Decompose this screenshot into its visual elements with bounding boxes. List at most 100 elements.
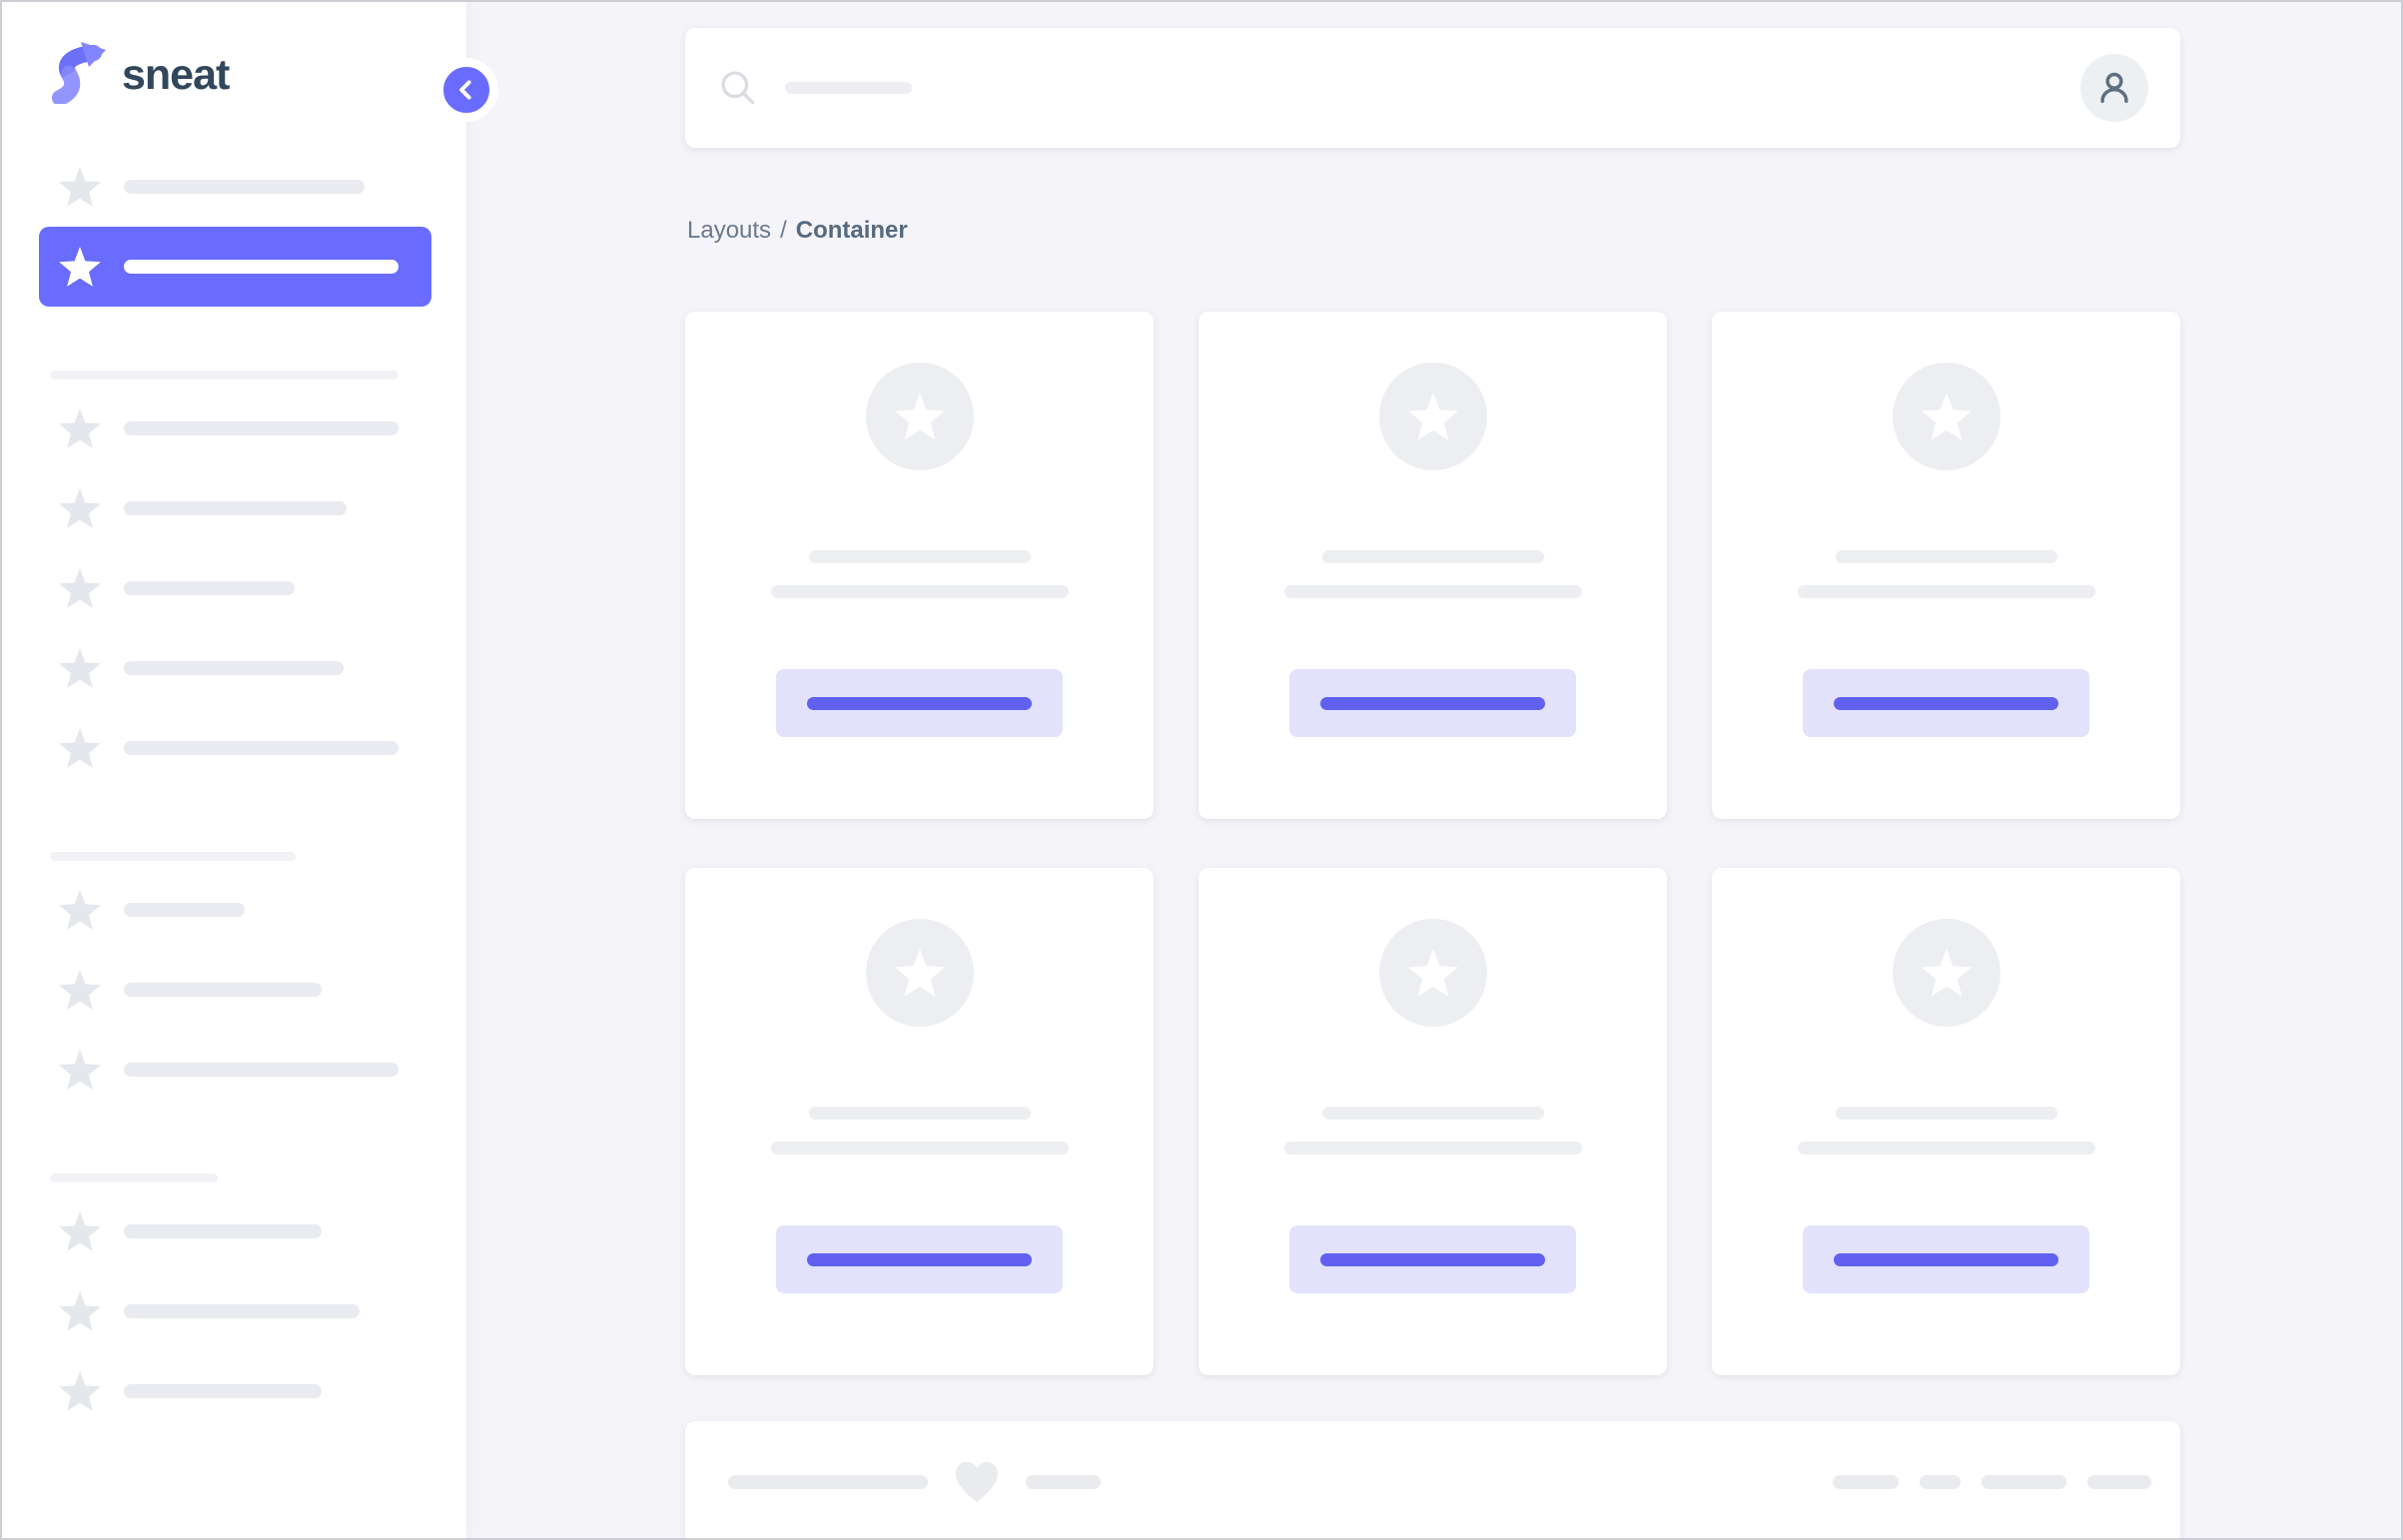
skeleton-bar: [124, 741, 399, 755]
star-icon: [59, 488, 101, 528]
skeleton-bar: [728, 1475, 928, 1489]
sidebar-collapse-button[interactable]: [434, 58, 498, 122]
sidebar-item[interactable]: [39, 1191, 431, 1271]
card: [685, 868, 1154, 1375]
search-icon: [717, 67, 759, 109]
skeleton-bar: [124, 1304, 360, 1318]
star-icon: [894, 392, 945, 440]
card-action-button[interactable]: [1289, 1225, 1576, 1293]
card-action-button[interactable]: [776, 669, 1063, 737]
breadcrumb-item-layouts[interactable]: Layouts: [687, 217, 772, 244]
star-icon: [1921, 392, 1972, 440]
user-avatar-button[interactable]: [2080, 54, 2148, 122]
skeleton-bar: [124, 260, 399, 274]
footer-card-content: [728, 1459, 2151, 1505]
star-icon: [59, 1371, 101, 1411]
sidebar-section-divider: [50, 1173, 218, 1182]
heart-icon: [954, 1460, 1000, 1504]
star-badge: [1892, 363, 2001, 470]
card: [1712, 868, 2180, 1375]
star-icon: [59, 1211, 101, 1251]
skeleton-dash: [1920, 1475, 1961, 1489]
skeleton-line: [808, 550, 1031, 563]
star-icon: [59, 408, 101, 448]
star-badge: [1892, 919, 2001, 1027]
sidebar-item[interactable]: [39, 1351, 431, 1431]
card: [685, 312, 1154, 819]
sidebar-item-active[interactable]: [39, 227, 431, 307]
skeleton-bar: [124, 903, 245, 917]
skeleton-line: [1797, 585, 2095, 598]
star-icon: [59, 247, 101, 287]
skeleton-dash: [1833, 1475, 1899, 1489]
card-action-button[interactable]: [1803, 669, 2089, 737]
skeleton-bar: [124, 1224, 322, 1238]
app-logo[interactable]: sneat: [48, 42, 230, 109]
sidebar-item[interactable]: [39, 1271, 431, 1351]
skeleton-line: [1321, 1107, 1544, 1120]
star-icon: [59, 648, 101, 688]
sneat-logo-icon: [48, 42, 106, 109]
breadcrumb-item-container: Container: [795, 217, 908, 244]
button-skeleton-bar: [807, 1252, 1032, 1266]
skeleton-bar: [124, 983, 322, 997]
skeleton-line: [1283, 1142, 1582, 1155]
card: [1199, 312, 1667, 819]
card: [1199, 868, 1667, 1375]
star-badge: [865, 363, 974, 470]
skeleton-bar: [1026, 1475, 1101, 1489]
breadcrumb-separator: /: [780, 217, 787, 244]
star-icon: [59, 167, 101, 207]
sidebar-item[interactable]: [39, 388, 431, 468]
skeleton-bar: [124, 1384, 322, 1398]
sidebar-item[interactable]: [39, 147, 431, 227]
skeleton-dash: [2087, 1475, 2151, 1489]
sidebar-item[interactable]: [39, 628, 431, 708]
star-icon: [59, 1291, 101, 1331]
star-badge: [865, 919, 974, 1027]
search-bar[interactable]: [685, 28, 2180, 148]
skeleton-line: [1835, 1107, 2057, 1120]
skeleton-line: [1797, 1142, 2095, 1155]
search-input-placeholder: [785, 82, 912, 94]
footer-dash-group: [1833, 1475, 2151, 1489]
sidebar-item[interactable]: [39, 708, 431, 788]
star-badge: [1378, 919, 1487, 1027]
star-badge: [1378, 363, 1487, 470]
button-skeleton-bar: [1320, 696, 1545, 710]
skeleton-line: [1283, 585, 1582, 598]
star-icon: [59, 890, 101, 930]
sidebar-item[interactable]: [39, 468, 431, 548]
skeleton-bar: [124, 180, 365, 194]
sidebar-item[interactable]: [39, 870, 431, 950]
skeleton-line: [770, 585, 1069, 598]
card-action-button[interactable]: [1289, 669, 1576, 737]
button-skeleton-bar: [1834, 1252, 2058, 1266]
star-icon: [59, 1050, 101, 1090]
skeleton-line: [1835, 550, 2057, 563]
card: [1712, 312, 2180, 819]
footer-card: [685, 1421, 2180, 1538]
user-icon: [2093, 67, 2135, 109]
star-icon: [59, 970, 101, 1010]
star-icon: [59, 568, 101, 608]
sidebar-menu: [39, 147, 431, 1431]
sidebar-item[interactable]: [39, 950, 431, 1030]
sidebar-section-divider: [50, 852, 296, 861]
star-icon: [1407, 392, 1458, 440]
skeleton-bar: [124, 661, 344, 675]
skeleton-bar: [124, 581, 295, 595]
button-skeleton-bar: [1834, 696, 2058, 710]
star-icon: [894, 949, 945, 997]
button-skeleton-bar: [807, 696, 1032, 710]
card-action-button[interactable]: [776, 1225, 1063, 1293]
sidebar-item[interactable]: [39, 1030, 431, 1110]
sidebar-section-divider: [50, 371, 399, 380]
app-title: sneat: [122, 51, 230, 99]
skeleton-bar: [124, 501, 347, 515]
sidebar-item[interactable]: [39, 548, 431, 628]
cards-grid: [685, 312, 2180, 1375]
button-skeleton-bar: [1320, 1252, 1545, 1266]
card-action-button[interactable]: [1803, 1225, 2089, 1293]
